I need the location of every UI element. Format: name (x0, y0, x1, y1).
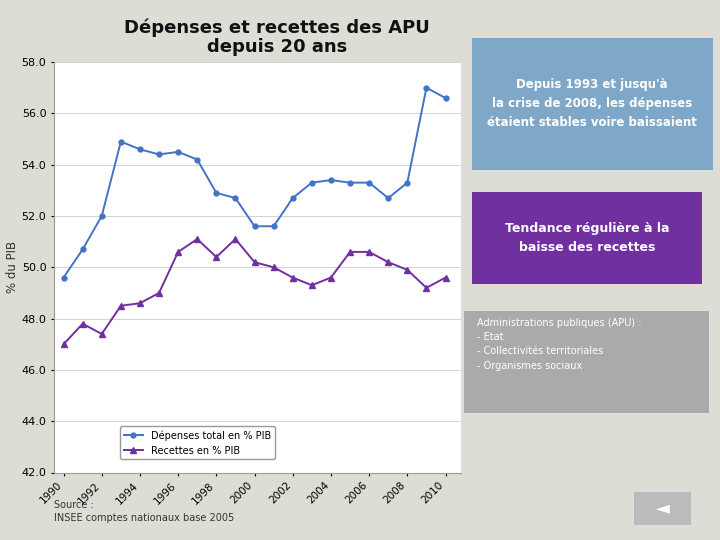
Recettes en % PIB (327, 274, 336, 281)
Text: Dépenses et recettes des APU: Dépenses et recettes des APU (125, 19, 430, 37)
Dépenses total en % PIB (78, 246, 87, 253)
Text: depuis 20 ans: depuis 20 ans (207, 38, 347, 56)
Dépenses total en % PIB (155, 151, 163, 158)
Dépenses total en % PIB (212, 190, 220, 196)
Dépenses total en % PIB (269, 223, 278, 230)
Recettes en % PIB (269, 264, 278, 271)
Recettes en % PIB (212, 254, 220, 260)
Recettes en % PIB (422, 285, 431, 291)
Dépenses total en % PIB (59, 274, 68, 281)
Recettes en % PIB (403, 267, 412, 273)
Recettes en % PIB (97, 330, 106, 337)
Recettes en % PIB (155, 290, 163, 296)
Recettes en % PIB (251, 259, 259, 265)
Y-axis label: % du PIB: % du PIB (6, 241, 19, 293)
Line: Dépenses total en % PIB: Dépenses total en % PIB (61, 85, 448, 280)
Recettes en % PIB (365, 249, 374, 255)
Dépenses total en % PIB (441, 95, 450, 102)
Dépenses total en % PIB (384, 195, 392, 201)
Recettes en % PIB (441, 274, 450, 281)
Legend: Dépenses total en % PIB, Recettes en % PIB: Dépenses total en % PIB, Recettes en % P… (120, 426, 275, 460)
Dépenses total en % PIB (327, 177, 336, 184)
Dépenses total en % PIB (174, 148, 182, 155)
Recettes en % PIB (231, 236, 240, 242)
Dépenses total en % PIB (193, 156, 202, 163)
Recettes en % PIB (384, 259, 392, 265)
Recettes en % PIB (135, 300, 144, 307)
Text: ◄: ◄ (655, 500, 670, 518)
Dépenses total en % PIB (403, 179, 412, 186)
Recettes en % PIB (307, 282, 316, 288)
Dépenses total en % PIB (346, 179, 354, 186)
Text: Administrations publiques (APU) :
- Etat
- Collectivités territoriales
- Organis: Administrations publiques (APU) : - Etat… (477, 318, 641, 371)
Recettes en % PIB (174, 249, 182, 255)
Dépenses total en % PIB (365, 179, 374, 186)
Text: Tendance régulière à la
baisse des recettes: Tendance régulière à la baisse des recet… (505, 221, 669, 254)
Dépenses total en % PIB (135, 146, 144, 152)
Recettes en % PIB (59, 341, 68, 348)
Recettes en % PIB (117, 302, 125, 309)
Dépenses total en % PIB (117, 138, 125, 145)
Dépenses total en % PIB (307, 179, 316, 186)
Recettes en % PIB (193, 236, 202, 242)
Text: Source :
INSEE comptes nationaux base 2005: Source : INSEE comptes nationaux base 20… (54, 500, 234, 523)
Dépenses total en % PIB (97, 213, 106, 219)
Recettes en % PIB (78, 321, 87, 327)
Dépenses total en % PIB (231, 195, 240, 201)
Recettes en % PIB (289, 274, 297, 281)
Recettes en % PIB (346, 249, 354, 255)
Dépenses total en % PIB (422, 84, 431, 91)
Text: Depuis 1993 et jusqu'à
la crise de 2008, les dépenses
étaient stables voire bais: Depuis 1993 et jusqu'à la crise de 2008,… (487, 78, 697, 130)
Line: Recettes en % PIB: Recettes en % PIB (60, 236, 449, 347)
Dépenses total en % PIB (251, 223, 259, 230)
Dépenses total en % PIB (289, 195, 297, 201)
